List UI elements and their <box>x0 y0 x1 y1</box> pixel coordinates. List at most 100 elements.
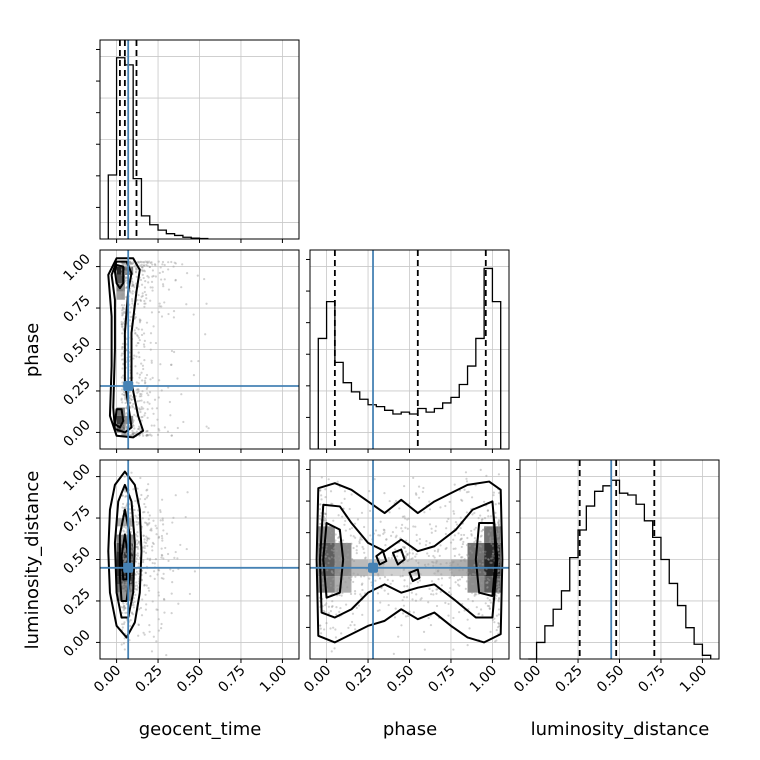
scatter-point <box>461 499 464 502</box>
scatter-point <box>335 613 338 616</box>
scatter-point <box>151 289 154 292</box>
scatter-point <box>131 299 134 303</box>
scatter-point <box>135 388 138 391</box>
scatter-point <box>406 614 410 618</box>
scatter-point <box>133 584 137 587</box>
scatter-point <box>151 263 154 266</box>
scatter-point <box>144 377 147 380</box>
scatter-point <box>138 408 142 411</box>
scatter-point <box>321 569 324 572</box>
scatter-point <box>123 525 126 529</box>
scatter-point <box>168 400 171 404</box>
scatter-point <box>125 296 128 299</box>
scatter-point <box>430 527 433 530</box>
scatter-point <box>346 586 349 589</box>
scatter-point <box>496 578 499 581</box>
scatter-point <box>140 371 143 374</box>
scatter-point <box>136 400 139 403</box>
scatter-point <box>458 611 461 614</box>
scatter-point <box>124 606 127 610</box>
scatter-point <box>332 519 335 522</box>
scatter-point <box>153 263 157 266</box>
scatter-point <box>486 586 489 589</box>
scatter-point <box>160 305 163 308</box>
scatter-point <box>128 397 131 400</box>
scatter-point <box>143 583 146 587</box>
scatter-point <box>448 576 451 579</box>
scatter-point <box>137 260 140 263</box>
scatter-point <box>132 597 135 600</box>
scatter-point <box>353 589 357 593</box>
scatter-point <box>122 622 126 626</box>
scatter-point <box>125 343 128 346</box>
scatter-point <box>129 511 132 515</box>
scatter-point <box>140 399 143 402</box>
scatter-point <box>322 582 325 585</box>
scatter-point <box>355 549 358 552</box>
scatter-point <box>156 573 159 576</box>
scatter-point <box>124 280 127 283</box>
scatter-point <box>437 578 440 581</box>
scatter-point <box>413 571 416 574</box>
scatter-point <box>122 596 125 599</box>
scatter-point <box>497 525 501 528</box>
scatter-point <box>158 429 161 432</box>
scatter-point <box>496 588 500 592</box>
scatter-point <box>318 517 322 520</box>
scatter-point <box>137 351 140 354</box>
scatter-point <box>121 292 125 295</box>
scatter-point <box>122 592 125 595</box>
scatter-point <box>132 283 135 286</box>
scatter-point <box>330 556 333 559</box>
scatter-point <box>172 265 175 268</box>
scatter-point <box>143 302 146 305</box>
scatter-point <box>150 361 153 364</box>
scatter-point <box>419 598 422 601</box>
scatter-point <box>123 416 127 420</box>
scatter-point <box>172 316 176 319</box>
scatter-point <box>348 572 351 575</box>
scatter-point <box>497 519 501 522</box>
scatter-point <box>135 588 139 591</box>
scatter-point <box>408 610 411 613</box>
xtick-label-1: 0.25 <box>343 663 376 696</box>
scatter-point <box>160 553 163 557</box>
scatter-point <box>135 415 138 418</box>
scatter-point <box>483 578 486 581</box>
scatter-point <box>426 552 429 555</box>
scatter-point <box>130 586 133 590</box>
scatter-point <box>483 570 486 574</box>
scatter-point <box>151 269 155 272</box>
scatter-point <box>129 262 132 265</box>
scatter-point <box>387 557 390 560</box>
scatter-point <box>135 268 139 271</box>
density-cell-5 <box>116 415 125 425</box>
scatter-point <box>488 607 491 610</box>
scatter-point <box>122 374 125 377</box>
scatter-point <box>134 432 137 435</box>
scatter-point <box>497 581 500 584</box>
scatter-point <box>134 268 138 271</box>
scatter-point <box>497 613 500 616</box>
scatter-point <box>352 535 355 538</box>
scatter-point <box>138 395 141 398</box>
scatter-point <box>125 583 128 586</box>
scatter-point <box>369 534 372 537</box>
scatter-point <box>379 601 382 604</box>
scatter-point <box>176 377 179 380</box>
scatter-point <box>480 534 483 537</box>
scatter-point <box>465 480 469 483</box>
scatter-point <box>497 585 500 588</box>
ytick-label-0: 0.00 <box>60 417 93 450</box>
scatter-point <box>123 413 126 416</box>
histogram-luminosity_distance <box>528 479 712 660</box>
scatter-point <box>408 502 411 505</box>
scatter-point <box>120 388 124 391</box>
scatter-point <box>150 261 153 264</box>
scatter-point <box>130 471 133 474</box>
scatter-point <box>185 303 188 306</box>
scatter-point <box>142 559 145 562</box>
scatter-point <box>146 260 149 263</box>
scatter-point <box>320 494 323 497</box>
ytick-label-1: 0.25 <box>60 585 93 618</box>
